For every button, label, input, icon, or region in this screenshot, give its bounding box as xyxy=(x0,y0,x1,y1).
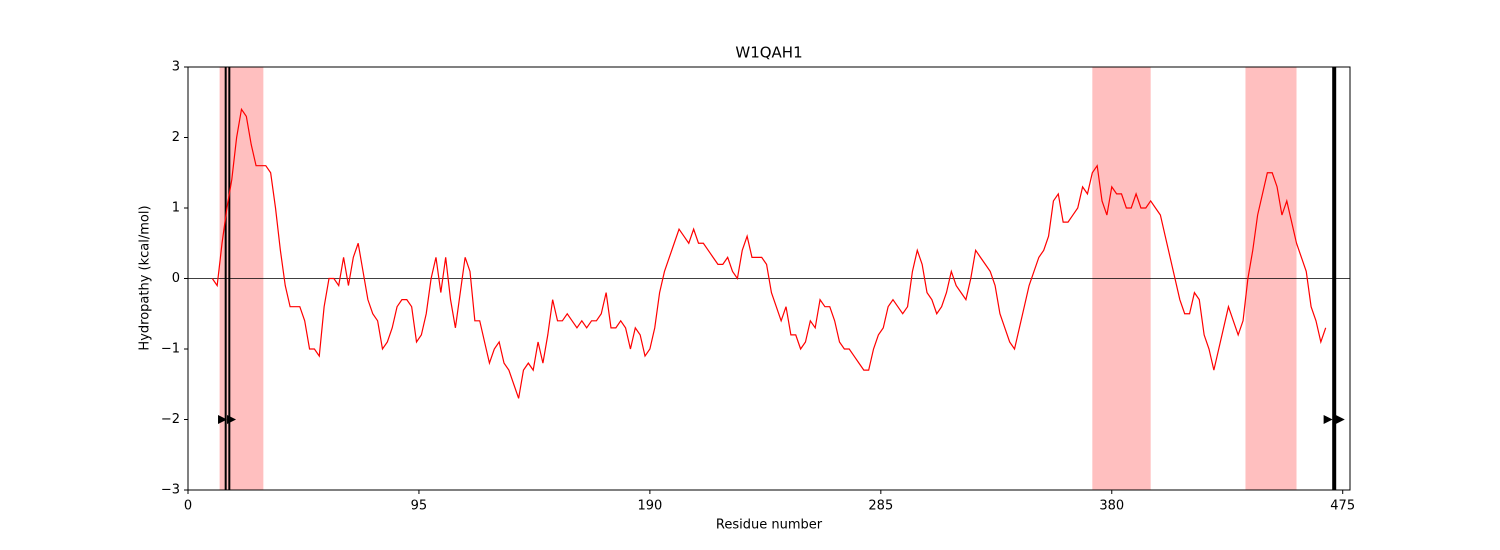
y-axis-label: Hydropathy (kcal/mol) xyxy=(138,205,153,350)
marker xyxy=(1335,415,1345,424)
y-tick-label: 0 xyxy=(172,271,180,286)
y-tick-label: 2 xyxy=(172,130,180,145)
marker xyxy=(218,415,228,424)
x-tick-label: 95 xyxy=(411,499,428,514)
x-tick-label: 190 xyxy=(637,499,662,514)
x-tick-label: 475 xyxy=(1330,499,1355,514)
x-tick-label: 380 xyxy=(1099,499,1124,514)
marker xyxy=(227,415,237,424)
y-tick-label: −3 xyxy=(161,483,180,498)
chart-title: W1QAH1 xyxy=(735,44,802,62)
y-tick-label: 3 xyxy=(172,60,180,75)
hydropathy-line xyxy=(211,107,1327,399)
marker xyxy=(1323,415,1333,424)
y-tick-label: 1 xyxy=(172,201,180,216)
y-tick-label: −1 xyxy=(161,342,180,357)
plot-frame xyxy=(187,66,1351,491)
x-axis-label: Residue number xyxy=(716,518,823,533)
x-tick-label: 0 xyxy=(184,499,192,514)
y-tick-label: −2 xyxy=(161,412,180,427)
x-tick-label: 285 xyxy=(868,499,893,514)
